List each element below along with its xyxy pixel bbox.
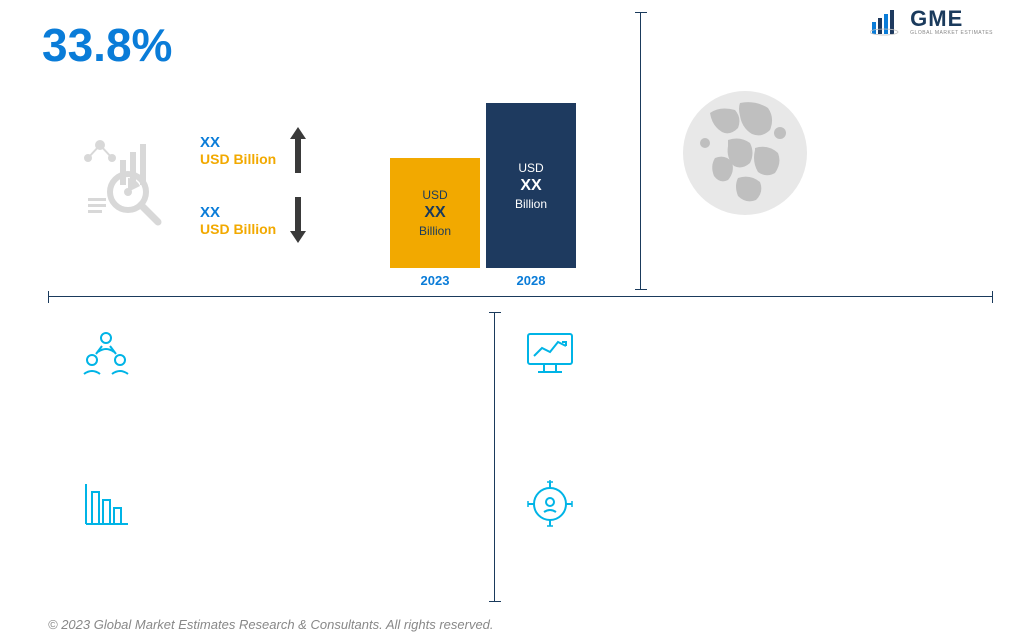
bar-chart-icon: [80, 478, 132, 530]
bar2-xx: XX: [520, 177, 541, 195]
logo-mark-icon: [870, 8, 904, 36]
vertical-divider-bottom: [494, 312, 495, 602]
bar-2028: USD XX Billion: [486, 103, 576, 268]
team-icon: [80, 328, 132, 380]
bar1-year: 2023: [390, 273, 480, 288]
value-up-unit: USD Billion: [200, 151, 276, 167]
market-size-bar-chart: USD XX Billion 2023 USD XX Billion 2028: [380, 100, 590, 290]
bar1-billion: Billion: [419, 224, 451, 238]
value-up-xx: XX: [200, 134, 276, 151]
bar1-usd: USD: [422, 188, 447, 202]
bar2-year: 2028: [486, 273, 576, 288]
brand-logo: GME GLOBAL MARKET ESTIMATES: [870, 8, 993, 36]
bar2-billion: Billion: [515, 197, 547, 211]
bar2-usd: USD: [518, 161, 543, 175]
horizontal-divider: [48, 296, 993, 297]
globe-icon: [680, 88, 810, 218]
value-down-unit: USD Billion: [200, 221, 276, 237]
copyright-text: © 2023 Global Market Estimates Research …: [48, 617, 494, 632]
logo-subtext: GLOBAL MARKET ESTIMATES: [910, 30, 993, 36]
bar1-xx: XX: [424, 204, 445, 222]
cagr-percentage: 33.8%: [42, 18, 172, 72]
value-down-block: XX USD Billion: [200, 195, 308, 245]
arrow-down-icon: [288, 195, 308, 245]
vertical-divider-top: [640, 12, 641, 290]
target-icon: [524, 478, 576, 530]
bar-2023: USD XX Billion: [390, 158, 480, 268]
value-down-xx: XX: [200, 204, 276, 221]
monitor-chart-icon: [524, 328, 576, 380]
value-up-block: XX USD Billion: [200, 125, 308, 175]
arrow-up-icon: [288, 125, 308, 175]
logo-text: GME: [910, 8, 993, 30]
analysis-icon: [80, 130, 180, 230]
